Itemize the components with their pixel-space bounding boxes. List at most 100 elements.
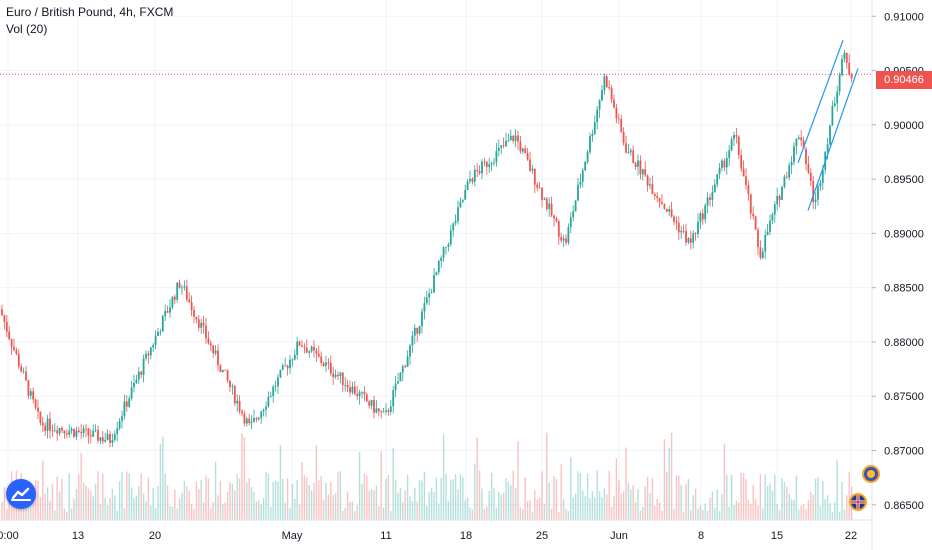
candle-body bbox=[241, 411, 243, 414]
candle-body bbox=[305, 347, 308, 353]
candle-body bbox=[421, 311, 423, 326]
volume-bar bbox=[464, 500, 466, 520]
candle-body bbox=[502, 145, 505, 147]
candle-body bbox=[229, 380, 231, 388]
volume-bar bbox=[644, 486, 646, 520]
volume-bar bbox=[325, 482, 327, 520]
calendar-event-icon[interactable] bbox=[862, 465, 880, 483]
volume-bar bbox=[152, 488, 154, 520]
uk-flag-icon[interactable] bbox=[849, 493, 867, 511]
volume-bar bbox=[690, 510, 692, 520]
volume-bar bbox=[817, 477, 819, 520]
candle-body bbox=[781, 186, 783, 200]
candle-body bbox=[814, 199, 817, 203]
volume-bar bbox=[303, 475, 306, 520]
candle-body bbox=[632, 150, 635, 163]
candle-body bbox=[488, 164, 491, 168]
candle-body bbox=[598, 100, 601, 110]
candle-body bbox=[531, 168, 534, 171]
candle-body bbox=[370, 399, 373, 406]
volume-bar bbox=[327, 494, 330, 520]
candle-body bbox=[22, 371, 25, 373]
candle-body bbox=[589, 136, 591, 153]
candle-body bbox=[836, 91, 839, 104]
candle-body bbox=[509, 135, 512, 141]
candle-body bbox=[817, 186, 819, 200]
volume-bar bbox=[843, 509, 846, 520]
candle-body bbox=[349, 387, 351, 393]
volume-bar bbox=[37, 480, 39, 520]
volume-bar bbox=[265, 471, 267, 520]
volume-bar bbox=[656, 499, 658, 520]
candle-body bbox=[800, 137, 803, 141]
price-tick-label: 0.91000 bbox=[884, 11, 924, 23]
candle-body bbox=[471, 178, 474, 182]
volume-bar bbox=[474, 463, 476, 520]
volume-bar bbox=[356, 504, 358, 520]
volume-bar bbox=[358, 451, 361, 520]
volume-bar bbox=[502, 492, 505, 520]
candle-body bbox=[106, 433, 109, 440]
candle-body bbox=[507, 140, 510, 142]
candle-body bbox=[423, 303, 426, 312]
volume-bar bbox=[510, 485, 512, 520]
volume-bar bbox=[646, 476, 649, 520]
candle-body bbox=[61, 428, 63, 431]
candle-body bbox=[80, 432, 83, 433]
volume-bar bbox=[519, 507, 522, 520]
candle-body bbox=[10, 339, 13, 347]
volume-bar bbox=[714, 508, 716, 520]
volume-bar bbox=[154, 508, 157, 520]
volume-bar bbox=[490, 472, 493, 520]
volume-bar bbox=[346, 491, 349, 520]
volume-bar bbox=[198, 488, 200, 520]
volume-bar bbox=[548, 482, 550, 520]
volume-bar bbox=[344, 507, 346, 520]
candle-body bbox=[380, 411, 383, 413]
candle-body bbox=[682, 230, 685, 232]
volume-bar bbox=[128, 473, 130, 520]
candle-body bbox=[577, 184, 579, 201]
candle-body bbox=[375, 408, 378, 413]
symbol-title[interactable]: Euro / British Pound, 4h, FXCM bbox=[6, 5, 174, 19]
volume-bar bbox=[399, 487, 402, 520]
candle-body bbox=[401, 366, 404, 373]
volume-bar bbox=[531, 511, 534, 520]
volume-bar bbox=[454, 473, 457, 520]
volume-bar bbox=[742, 473, 745, 520]
candle-body bbox=[754, 216, 757, 230]
candle-body bbox=[773, 204, 776, 215]
candle-body bbox=[596, 109, 599, 123]
volume-bar bbox=[675, 475, 678, 520]
candle-body bbox=[133, 382, 135, 388]
candle-body bbox=[20, 366, 23, 372]
candle-body bbox=[500, 145, 503, 148]
candle-body bbox=[553, 215, 555, 219]
volume-bar bbox=[586, 473, 589, 520]
tradingview-logo-icon[interactable] bbox=[6, 479, 36, 509]
volume-bar bbox=[138, 486, 140, 520]
volume-bar bbox=[102, 473, 104, 520]
volume-bar bbox=[620, 493, 622, 520]
volume-indicator-label[interactable]: Vol (20) bbox=[6, 22, 48, 36]
volume-bar bbox=[709, 497, 711, 520]
volume-bar bbox=[289, 507, 291, 520]
candle-body bbox=[68, 430, 71, 435]
candle-body bbox=[548, 203, 551, 209]
volume-bar bbox=[812, 495, 814, 520]
volume-bar bbox=[382, 507, 385, 520]
volume-bar bbox=[291, 483, 294, 520]
candle-body bbox=[65, 433, 68, 435]
volume-bar bbox=[442, 434, 445, 520]
candle-body bbox=[550, 203, 553, 216]
candle-body bbox=[301, 345, 303, 347]
candle-body bbox=[313, 346, 315, 351]
candle-body bbox=[581, 170, 584, 182]
volume-bar bbox=[771, 490, 774, 520]
volume-bar bbox=[735, 500, 738, 520]
candle-body bbox=[848, 62, 851, 75]
candle-body bbox=[483, 161, 486, 163]
